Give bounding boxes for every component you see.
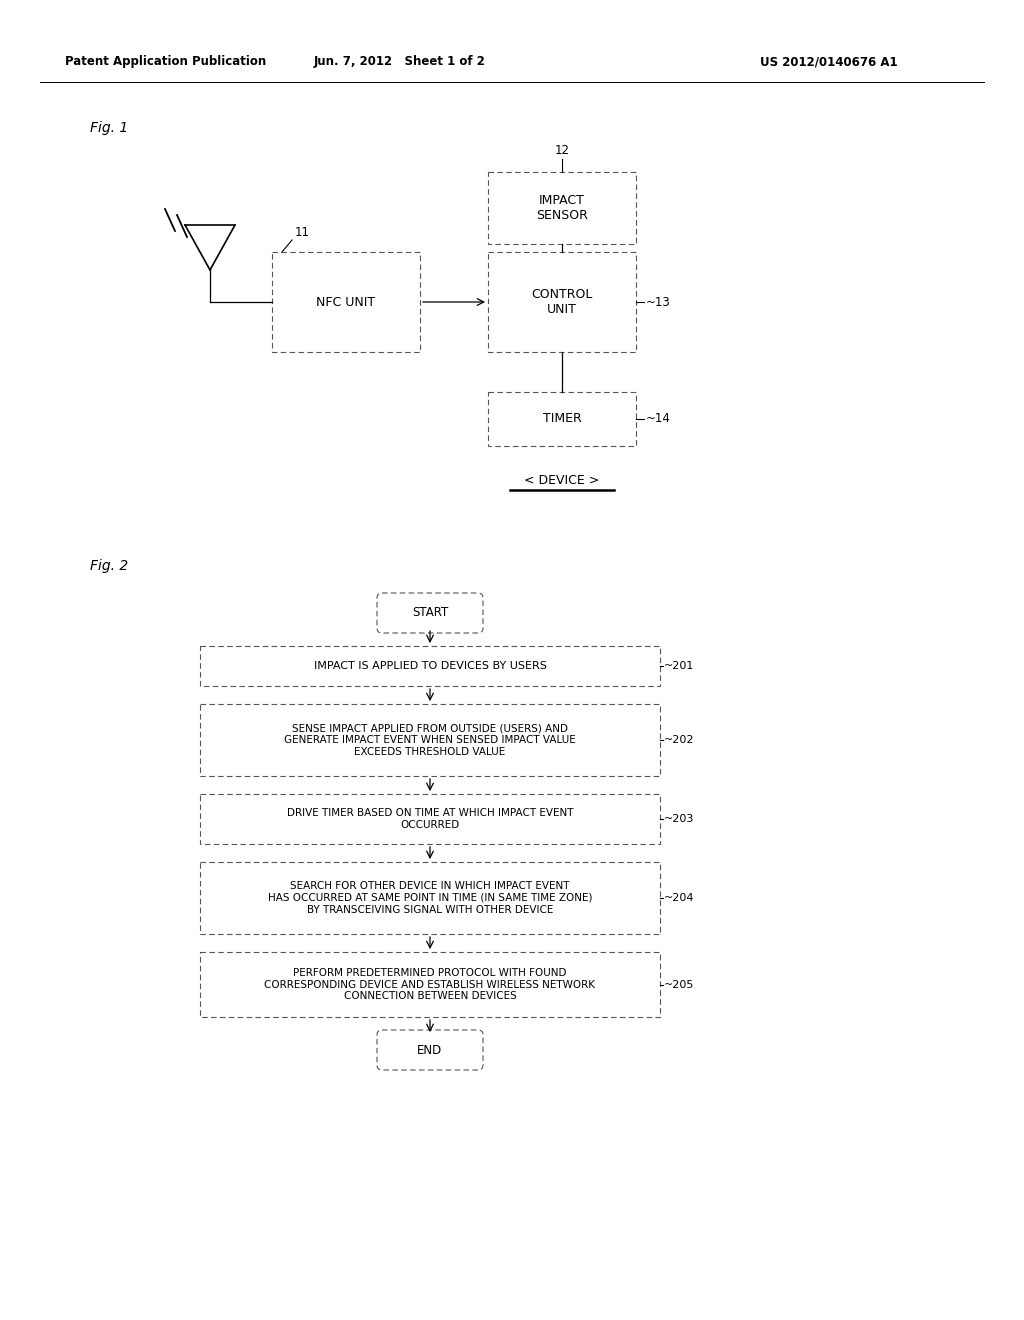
FancyBboxPatch shape bbox=[200, 862, 660, 935]
Text: IMPACT
SENSOR: IMPACT SENSOR bbox=[536, 194, 588, 222]
Text: Fig. 2: Fig. 2 bbox=[90, 558, 128, 573]
Text: END: END bbox=[418, 1044, 442, 1056]
Text: NFC UNIT: NFC UNIT bbox=[316, 296, 376, 309]
FancyBboxPatch shape bbox=[488, 392, 636, 446]
Text: ~202: ~202 bbox=[664, 735, 694, 744]
Text: 12: 12 bbox=[555, 144, 569, 157]
Text: START: START bbox=[412, 606, 449, 619]
FancyBboxPatch shape bbox=[200, 795, 660, 843]
Text: < DEVICE >: < DEVICE > bbox=[524, 474, 600, 487]
Text: ~14: ~14 bbox=[646, 412, 671, 425]
Text: PERFORM PREDETERMINED PROTOCOL WITH FOUND
CORRESPONDING DEVICE AND ESTABLISH WIR: PERFORM PREDETERMINED PROTOCOL WITH FOUN… bbox=[264, 968, 596, 1001]
FancyBboxPatch shape bbox=[377, 1030, 483, 1071]
Text: Patent Application Publication: Patent Application Publication bbox=[65, 55, 266, 69]
Text: ~201: ~201 bbox=[664, 661, 694, 671]
Text: Fig. 1: Fig. 1 bbox=[90, 121, 128, 135]
Text: IMPACT IS APPLIED TO DEVICES BY USERS: IMPACT IS APPLIED TO DEVICES BY USERS bbox=[313, 661, 547, 671]
Text: ~13: ~13 bbox=[646, 296, 671, 309]
Text: ~204: ~204 bbox=[664, 894, 694, 903]
Text: DRIVE TIMER BASED ON TIME AT WHICH IMPACT EVENT
OCCURRED: DRIVE TIMER BASED ON TIME AT WHICH IMPAC… bbox=[287, 808, 573, 830]
FancyBboxPatch shape bbox=[200, 645, 660, 686]
FancyBboxPatch shape bbox=[200, 952, 660, 1016]
Text: 11: 11 bbox=[295, 226, 309, 239]
Text: SEARCH FOR OTHER DEVICE IN WHICH IMPACT EVENT
HAS OCCURRED AT SAME POINT IN TIME: SEARCH FOR OTHER DEVICE IN WHICH IMPACT … bbox=[267, 882, 592, 915]
FancyBboxPatch shape bbox=[488, 252, 636, 352]
FancyBboxPatch shape bbox=[200, 704, 660, 776]
Text: TIMER: TIMER bbox=[543, 412, 582, 425]
Text: CONTROL
UNIT: CONTROL UNIT bbox=[531, 288, 593, 315]
Text: ~205: ~205 bbox=[664, 979, 694, 990]
FancyBboxPatch shape bbox=[488, 172, 636, 244]
Text: ~203: ~203 bbox=[664, 814, 694, 824]
Text: SENSE IMPACT APPLIED FROM OUTSIDE (USERS) AND
GENERATE IMPACT EVENT WHEN SENSED : SENSE IMPACT APPLIED FROM OUTSIDE (USERS… bbox=[284, 723, 575, 756]
Text: Jun. 7, 2012   Sheet 1 of 2: Jun. 7, 2012 Sheet 1 of 2 bbox=[314, 55, 486, 69]
Text: US 2012/0140676 A1: US 2012/0140676 A1 bbox=[760, 55, 898, 69]
FancyBboxPatch shape bbox=[272, 252, 420, 352]
FancyBboxPatch shape bbox=[377, 593, 483, 634]
